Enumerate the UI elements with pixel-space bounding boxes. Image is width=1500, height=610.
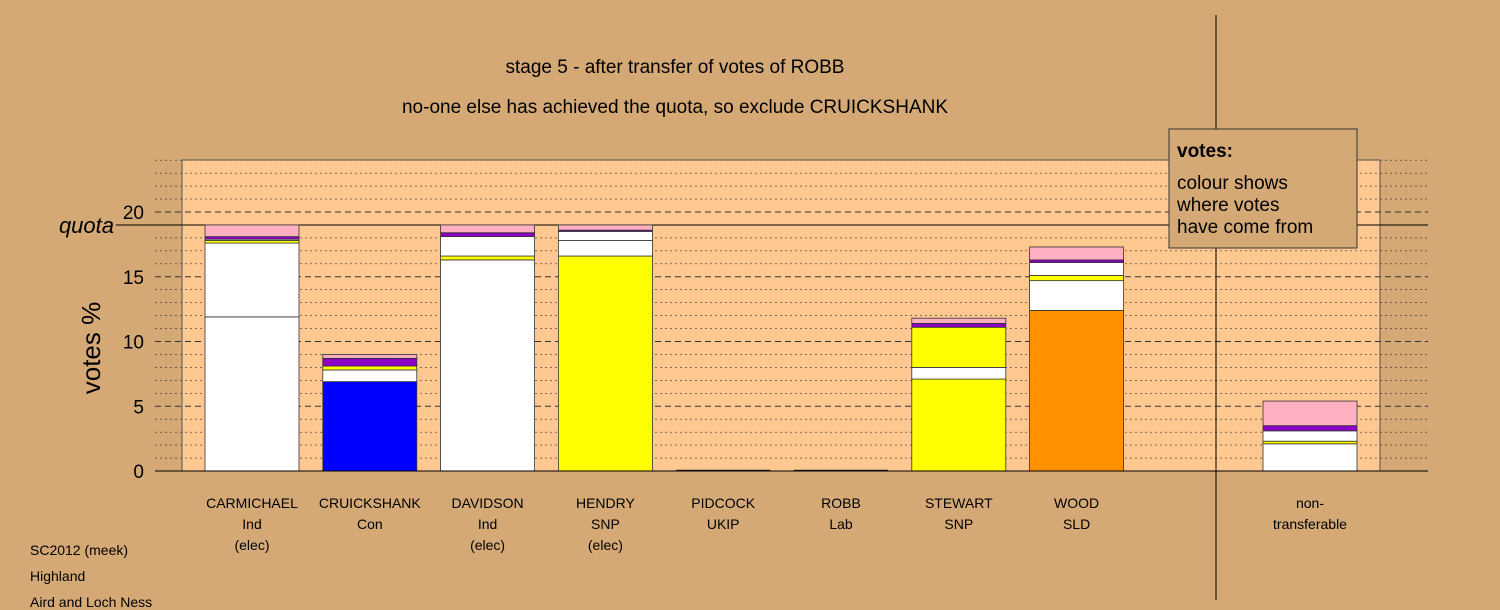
category-label: PIDCOCK [691,495,755,511]
bar-nontransferable-segment [1262,400,1358,427]
bar-wood-segment [1029,246,1124,261]
bar-stewart-segment [911,366,1007,380]
category-label: SNP [591,516,620,532]
bar-cruickshank-segment [322,354,418,359]
bar-stewart-segment [911,322,1007,328]
category-label: (elec) [470,537,505,553]
category-label: Con [357,516,383,532]
footer-ward: Aird and Loch Ness [30,594,153,610]
bar-stewart-segment [911,326,1007,368]
category-label: HENDRY [576,495,636,511]
bar-wood-segment [1029,280,1124,311]
category-label: ROBB [821,495,861,511]
bar-wood-segment [1029,275,1124,282]
category-label: Ind [478,516,497,532]
bar-cruickshank-segment [322,369,418,383]
category-label: (elec) [588,537,623,553]
bar-davidson-segment [440,224,536,234]
legend-title: votes: [1177,141,1233,162]
bar-nontransferable-segment [1262,443,1358,472]
bar-carmichael-segment [204,224,300,238]
legend-line-1: colour shows [1177,173,1288,194]
category-labels: CARMICHAEL Ind (elec) CRUICKSHANK Con DAVIDSO… [206,495,1347,553]
category-label: (elec) [234,537,269,553]
footer-election: SC2012 (meek) [30,542,129,558]
legend-box: votes: colour shows where votes have com… [1168,128,1358,249]
category-label: STEWART [925,495,993,511]
bar-davidson-segment [440,259,536,472]
bars-group [204,224,1358,472]
quota-label: quota [59,213,114,238]
y-tick-label: 10 [123,333,144,354]
bar-davidson-segment [440,232,536,238]
category-label: SLD [1063,516,1090,532]
bar-wood-segment [1029,262,1124,276]
category-label: DAVIDSON [452,495,524,511]
bar-wood-segment [1029,310,1124,472]
category-label: CRUICKSHANK [319,495,422,511]
footer-council: Highland [30,568,86,584]
legend-line-3: have come from [1177,217,1313,238]
bar-cruickshank-segment [322,365,418,371]
y-tick-label: 15 [123,268,144,289]
bar-cruickshank-segment [322,357,418,367]
category-label: UKIP [707,516,740,532]
category-label: WOOD [1054,495,1099,511]
bar-carmichael-segment [204,242,300,318]
bar-stewart-segment [911,378,1007,472]
bar-hendry-segment [558,231,653,241]
bar-nontransferable-segment [1262,425,1358,432]
bar-hendry-segment [558,224,653,231]
category-label: SNP [944,516,973,532]
category-label: CARMICHAEL [206,495,298,511]
bar-stewart-segment [911,317,1007,324]
nontransferable-label: transferable [1273,516,1347,532]
y-tick-labels: 0 5 10 15 20 [123,203,144,483]
bar-nontransferable-segment [1262,430,1358,442]
bar-hendry-segment [558,240,653,257]
category-label: Lab [829,516,853,532]
bar-davidson-segment [440,236,536,257]
bar-hendry-segment [558,255,653,472]
y-tick-label: 0 [133,462,144,483]
y-axis-label: votes % [76,302,106,395]
chart-subtitle: no-one else has achieved the quota, so e… [402,97,948,118]
chart-title: stage 5 - after transfer of votes of ROB… [506,57,845,78]
bar-cruickshank-segment [322,381,418,472]
bar-carmichael-segment [204,316,300,472]
y-tick-label: 20 [123,203,144,224]
nontransferable-label: non- [1296,495,1324,511]
legend-line-2: where votes [1176,195,1279,216]
y-tick-label: 5 [133,397,144,418]
category-label: Ind [242,516,261,532]
bar-davidson-segment [440,255,536,261]
